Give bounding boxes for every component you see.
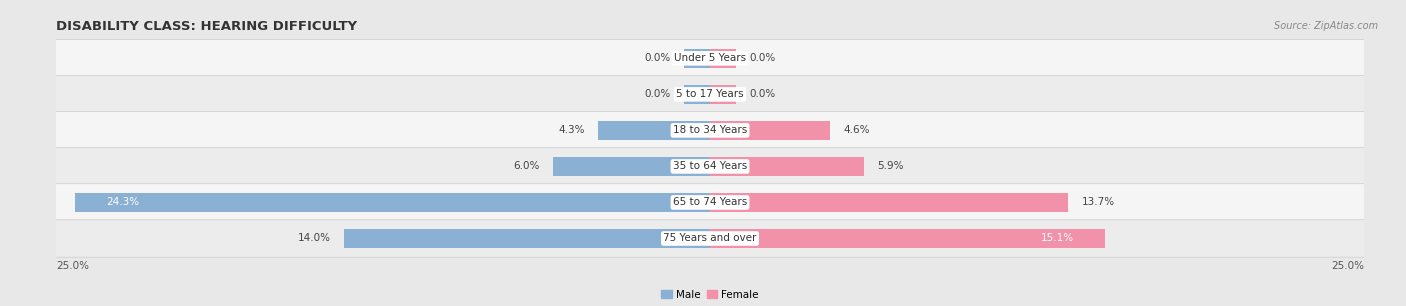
Text: Under 5 Years: Under 5 Years bbox=[673, 53, 747, 63]
Text: DISABILITY CLASS: HEARING DIFFICULTY: DISABILITY CLASS: HEARING DIFFICULTY bbox=[56, 20, 357, 33]
Text: 15.1%: 15.1% bbox=[1040, 233, 1074, 244]
Bar bbox=[710, 193, 1069, 212]
Text: 4.6%: 4.6% bbox=[844, 125, 870, 135]
Text: 14.0%: 14.0% bbox=[298, 233, 330, 244]
Text: 0.0%: 0.0% bbox=[749, 89, 776, 99]
Bar bbox=[710, 49, 737, 68]
FancyBboxPatch shape bbox=[55, 148, 1365, 185]
Bar bbox=[683, 49, 710, 68]
Text: 25.0%: 25.0% bbox=[56, 261, 89, 271]
Legend: Male, Female: Male, Female bbox=[657, 286, 763, 304]
Text: 5.9%: 5.9% bbox=[877, 162, 904, 171]
Bar bbox=[344, 229, 710, 248]
FancyBboxPatch shape bbox=[55, 76, 1365, 113]
FancyBboxPatch shape bbox=[55, 112, 1365, 149]
Text: 65 to 74 Years: 65 to 74 Years bbox=[673, 197, 747, 207]
Text: 75 Years and over: 75 Years and over bbox=[664, 233, 756, 244]
Bar bbox=[598, 121, 710, 140]
FancyBboxPatch shape bbox=[55, 220, 1365, 257]
Bar bbox=[75, 193, 710, 212]
Text: Source: ZipAtlas.com: Source: ZipAtlas.com bbox=[1274, 21, 1378, 32]
Bar bbox=[553, 157, 710, 176]
Text: 24.3%: 24.3% bbox=[105, 197, 139, 207]
Text: 0.0%: 0.0% bbox=[749, 53, 776, 63]
Text: 18 to 34 Years: 18 to 34 Years bbox=[673, 125, 747, 135]
Bar bbox=[710, 85, 737, 104]
Text: 4.3%: 4.3% bbox=[558, 125, 585, 135]
Bar bbox=[683, 85, 710, 104]
Bar bbox=[710, 229, 1105, 248]
Bar bbox=[710, 157, 865, 176]
Bar bbox=[710, 121, 831, 140]
Text: 0.0%: 0.0% bbox=[644, 89, 671, 99]
Text: 35 to 64 Years: 35 to 64 Years bbox=[673, 162, 747, 171]
Text: 0.0%: 0.0% bbox=[644, 53, 671, 63]
FancyBboxPatch shape bbox=[55, 39, 1365, 77]
Text: 25.0%: 25.0% bbox=[1331, 261, 1364, 271]
Text: 5 to 17 Years: 5 to 17 Years bbox=[676, 89, 744, 99]
FancyBboxPatch shape bbox=[55, 184, 1365, 221]
Text: 6.0%: 6.0% bbox=[513, 162, 540, 171]
Text: 13.7%: 13.7% bbox=[1081, 197, 1115, 207]
